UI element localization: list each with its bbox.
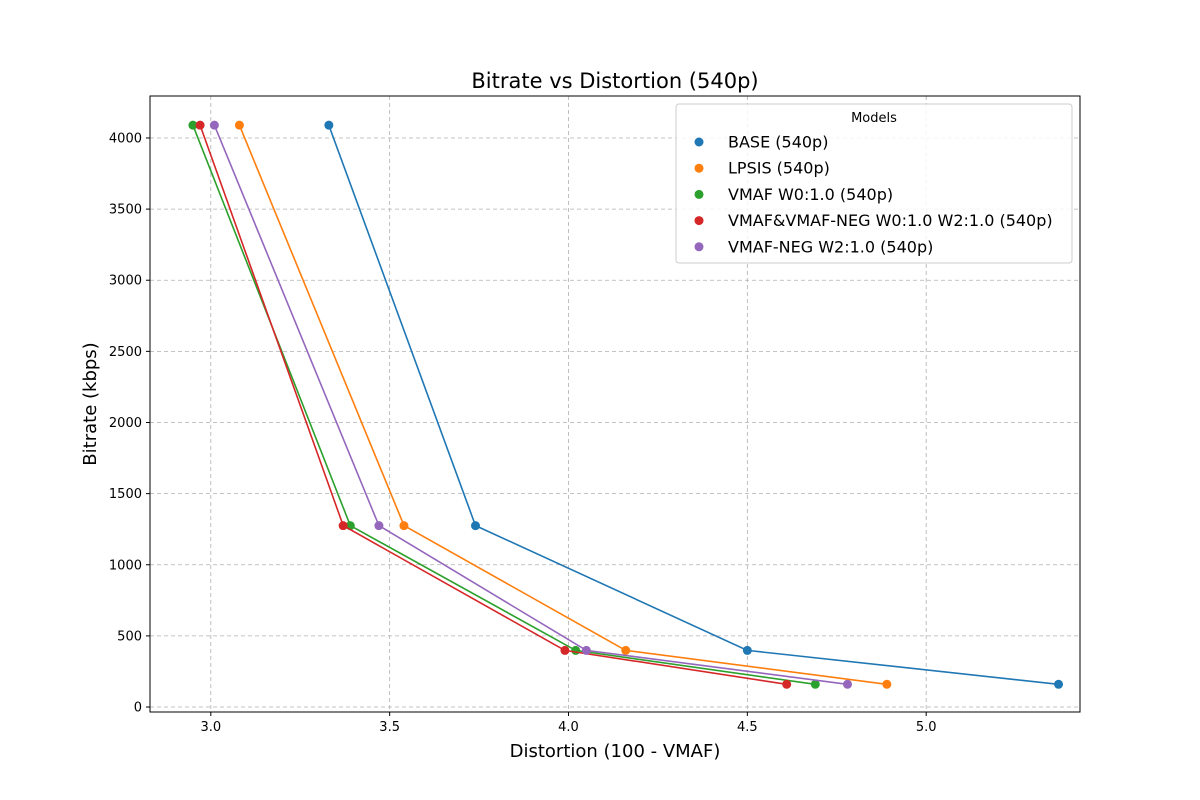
legend-marker bbox=[694, 189, 704, 199]
data-point bbox=[234, 120, 244, 130]
x-tick-label: 5.0 bbox=[916, 720, 937, 735]
x-tick-label: 4.0 bbox=[558, 720, 579, 735]
y-axis-label: Bitrate (kbps) bbox=[80, 342, 101, 465]
data-point bbox=[571, 645, 581, 655]
legend-marker bbox=[694, 163, 704, 173]
data-point bbox=[399, 521, 409, 531]
data-point bbox=[742, 645, 752, 655]
data-point bbox=[188, 120, 198, 130]
x-axis-label: Distortion (100 - VMAF) bbox=[510, 741, 721, 762]
data-point bbox=[324, 120, 334, 130]
legend-label: LPSIS (540p) bbox=[728, 159, 830, 178]
legend-label: VMAF W0:1.0 (540p) bbox=[728, 185, 893, 204]
legend-item: VMAF W0:1.0 (540p) bbox=[694, 185, 893, 204]
legend-marker bbox=[694, 242, 704, 252]
axes: 3.0 3.5 4.0 4.5 5.0 0 500 1000 1500 2000 2500 3000 3… bbox=[109, 131, 937, 735]
series-line bbox=[213, 124, 848, 686]
y-tick-label: 4000 bbox=[109, 131, 142, 146]
series-1 bbox=[234, 120, 892, 689]
x-tick-label: 3.0 bbox=[200, 720, 221, 735]
legend: Models BASE (540p) LPSIS (540p) VMAF W0:1.0… bbox=[675, 103, 1073, 264]
legend-label: BASE (540p) bbox=[728, 133, 828, 152]
data-point bbox=[843, 679, 852, 689]
series-4 bbox=[209, 120, 852, 689]
series-0 bbox=[324, 120, 1064, 689]
data-point bbox=[195, 120, 205, 130]
series-3 bbox=[195, 120, 792, 689]
y-tick-label: 3000 bbox=[109, 274, 142, 289]
plot-frame bbox=[149, 95, 1081, 713]
x-tick-label: 3.5 bbox=[379, 720, 400, 735]
y-tick-label: 1500 bbox=[109, 487, 142, 502]
data-point bbox=[782, 679, 792, 689]
y-tick-label: 3500 bbox=[109, 203, 142, 218]
data-point bbox=[338, 521, 348, 531]
x-tick-label: 4.5 bbox=[737, 720, 758, 735]
y-tick-label: 0 bbox=[134, 701, 142, 716]
data-series bbox=[188, 120, 1064, 689]
y-tick-label: 500 bbox=[117, 629, 142, 644]
legend-marker bbox=[694, 137, 704, 147]
data-point bbox=[810, 679, 820, 689]
series-line bbox=[328, 124, 1059, 686]
y-tick-label: 1000 bbox=[109, 558, 142, 573]
data-point bbox=[1054, 679, 1064, 689]
data-point bbox=[374, 521, 384, 531]
legend-label: VMAF&VMAF-NEG W0:1.0 W2:1.0 (540p) bbox=[728, 211, 1053, 230]
y-tick-label: 2500 bbox=[109, 345, 142, 360]
series-line bbox=[238, 124, 887, 686]
legend-label: VMAF-NEG W2:1.0 (540p) bbox=[728, 237, 933, 256]
data-point bbox=[209, 120, 219, 130]
legend-item: LPSIS (540p) bbox=[694, 159, 830, 178]
legend-item: BASE (540p) bbox=[694, 133, 828, 152]
legend-item: VMAF-NEG W2:1.0 (540p) bbox=[694, 237, 933, 256]
chart-title: Bitrate vs Distortion (540p) bbox=[471, 69, 758, 93]
series-line bbox=[199, 124, 787, 686]
data-point bbox=[581, 645, 591, 655]
data-point bbox=[471, 521, 480, 531]
grid-lines bbox=[150, 96, 1080, 712]
y-tick-label: 2000 bbox=[109, 416, 142, 431]
legend-item: VMAF&VMAF-NEG W0:1.0 W2:1.0 (540p) bbox=[694, 211, 1053, 230]
data-point bbox=[882, 679, 892, 689]
legend-box bbox=[675, 103, 1073, 264]
legend-marker bbox=[694, 216, 704, 226]
data-point bbox=[621, 645, 631, 655]
data-point bbox=[560, 645, 570, 655]
legend-title: Models bbox=[851, 111, 897, 126]
